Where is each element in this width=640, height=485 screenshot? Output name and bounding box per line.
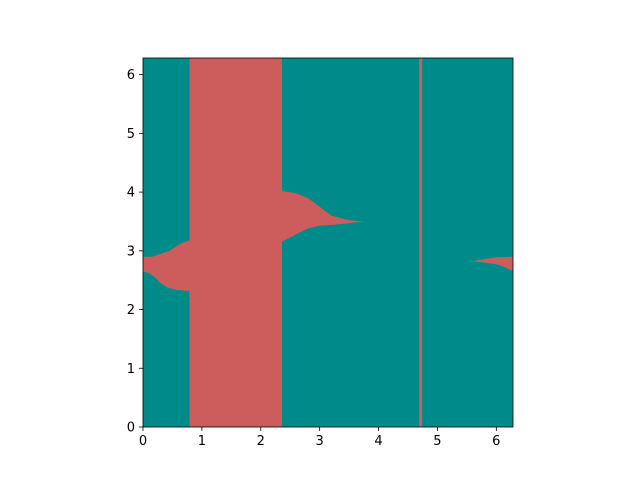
- x-tick-label: 3: [316, 434, 324, 449]
- y-tick-label: 3: [127, 244, 135, 259]
- heatmap-region-3: [281, 190, 364, 242]
- y-tick-label: 2: [127, 303, 135, 318]
- y-tick-label: 4: [127, 186, 135, 201]
- axis-ticks: 0 1 2 3 4 5 6 0 1 2 3 4 5 6: [127, 68, 501, 449]
- heatmap-region-0: [189, 58, 282, 427]
- y-tick-label: 6: [127, 68, 135, 83]
- x-tick-label: 6: [492, 434, 500, 449]
- x-tick-label: 4: [374, 434, 382, 449]
- heatmap-region-1: [419, 58, 423, 427]
- y-tick-label: 1: [127, 362, 135, 377]
- y-tick-label: 5: [127, 127, 135, 142]
- plot-area: [143, 58, 513, 427]
- heatmap-region-4: [472, 256, 513, 272]
- heatmap-region-2: [143, 240, 191, 291]
- axes-frame: [142, 57, 514, 428]
- x-tick-label: 1: [198, 434, 206, 449]
- y-tick-label: 0: [127, 421, 135, 436]
- x-tick-label: 0: [139, 434, 147, 449]
- x-tick-label: 5: [433, 434, 441, 449]
- x-tick-label: 2: [257, 434, 265, 449]
